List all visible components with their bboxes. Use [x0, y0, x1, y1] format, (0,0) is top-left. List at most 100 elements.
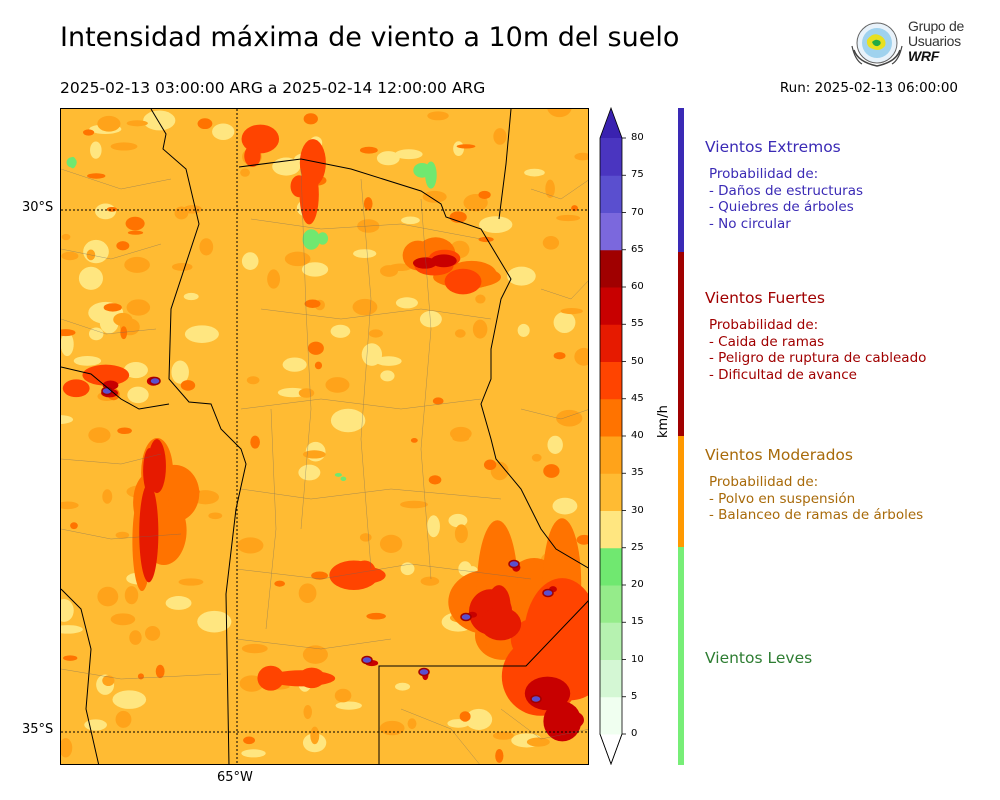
- wind-region: [84, 719, 107, 731]
- colorbar-tick-label: 60: [631, 281, 644, 292]
- wind-region: [479, 216, 513, 233]
- wind-extreme-spot: [361, 655, 373, 665]
- colorbar-tick-label: 5: [631, 690, 638, 702]
- wrf-logo: Grupo de Usuarios WRF: [848, 16, 973, 72]
- wind-region: [274, 580, 285, 587]
- wind-region: [199, 238, 214, 256]
- wind-region: [314, 361, 323, 370]
- wind-region: [139, 483, 159, 583]
- category-bar-fuertes: [678, 252, 684, 436]
- wind-region: [137, 673, 144, 680]
- wind-region: [359, 533, 372, 542]
- wind-region: [171, 262, 193, 271]
- wind-region: [61, 415, 74, 424]
- wind-region: [82, 364, 130, 386]
- colorbar-segment: [600, 249, 622, 288]
- wind-region: [83, 239, 109, 264]
- colorbar-over-arrow: [600, 108, 622, 138]
- colorbar-tick-label: 20: [631, 579, 644, 590]
- wind-region: [560, 308, 583, 315]
- wind-region: [363, 197, 373, 211]
- wind-region: [257, 665, 285, 691]
- wind-region: [492, 731, 514, 740]
- wind-region: [495, 748, 504, 763]
- wind-region: [87, 173, 106, 179]
- wind-region: [197, 118, 213, 130]
- colorbar-segment: [600, 175, 622, 213]
- wind-region: [115, 710, 132, 728]
- wind-region: [115, 531, 130, 539]
- lat-label-35s: 35°S: [22, 722, 54, 737]
- wind-region: [459, 711, 471, 722]
- wind-region: [298, 388, 315, 398]
- wind-region: [241, 749, 266, 758]
- wind-region: [70, 522, 78, 530]
- wind-region: [117, 427, 132, 435]
- wind-region: [353, 249, 377, 258]
- category-title: Vientos Leves: [705, 649, 813, 667]
- colorbar-segment: [600, 361, 622, 400]
- wind-region: [395, 297, 418, 309]
- colorbar-segment: [600, 510, 622, 549]
- colorbar-segment: [600, 585, 622, 623]
- wind-region: [574, 152, 588, 161]
- wind-region: [524, 676, 571, 711]
- colorbar-tick-label: 30: [631, 504, 644, 516]
- wind-region: [524, 168, 545, 177]
- category-bar-moderados: [678, 436, 684, 547]
- colorbar-tick-label: 15: [631, 616, 644, 628]
- wind-region: [102, 489, 113, 504]
- wind-region: [330, 408, 366, 433]
- wind-region: [282, 357, 307, 372]
- wind-region: [145, 625, 161, 641]
- wind-region: [102, 675, 115, 686]
- wind-region: [171, 360, 189, 384]
- wind-region: [552, 497, 578, 515]
- colorbar-segment: [600, 547, 622, 586]
- wind-extreme-spot: [418, 667, 430, 677]
- wind-region: [61, 332, 74, 357]
- wind-region: [379, 720, 405, 736]
- wind-region: [376, 151, 400, 166]
- colorbar-tick-label: 80: [631, 132, 644, 143]
- wind-region: [400, 500, 428, 509]
- colorbar-tick-label: 40: [631, 430, 644, 441]
- wind-region: [380, 370, 395, 382]
- wind-region: [325, 377, 350, 393]
- wind-region: [329, 560, 379, 590]
- run-timestamp: Run: 2025-02-13 06:00:00: [779, 80, 958, 96]
- wind-extreme-spot: [542, 588, 554, 598]
- wind-region: [556, 409, 583, 427]
- wind-region: [517, 323, 530, 337]
- wind-region: [478, 236, 494, 243]
- wind-region: [425, 161, 437, 189]
- wind-region: [298, 464, 321, 481]
- wind-region: [127, 386, 149, 404]
- wind-region: [61, 599, 74, 622]
- wind-region: [475, 294, 486, 304]
- colorbar: [596, 106, 656, 768]
- wind-region: [243, 736, 256, 745]
- wind-region: [543, 464, 560, 478]
- wind-region: [452, 434, 470, 442]
- colorbar-tick-label: 35: [631, 467, 644, 479]
- wind-region: [547, 109, 572, 118]
- wind-region: [547, 435, 563, 454]
- colorbar-tick-label: 0: [631, 728, 638, 739]
- wind-region: [61, 329, 76, 337]
- wind-region: [124, 586, 139, 605]
- wind-region: [510, 618, 558, 661]
- category-title: Vientos Extremos: [705, 138, 841, 156]
- wind-region: [432, 397, 444, 405]
- wind-region: [61, 501, 79, 510]
- wind-region: [61, 738, 73, 758]
- wind-region: [184, 325, 219, 343]
- wind-region: [430, 254, 457, 268]
- colorbar-segment: [600, 473, 622, 511]
- wind-region: [388, 263, 412, 272]
- colorbar-tick-label: 50: [631, 355, 644, 367]
- wind-region: [454, 329, 466, 338]
- wind-region: [453, 141, 464, 157]
- wind-region: [526, 737, 550, 747]
- wind-region: [394, 149, 423, 160]
